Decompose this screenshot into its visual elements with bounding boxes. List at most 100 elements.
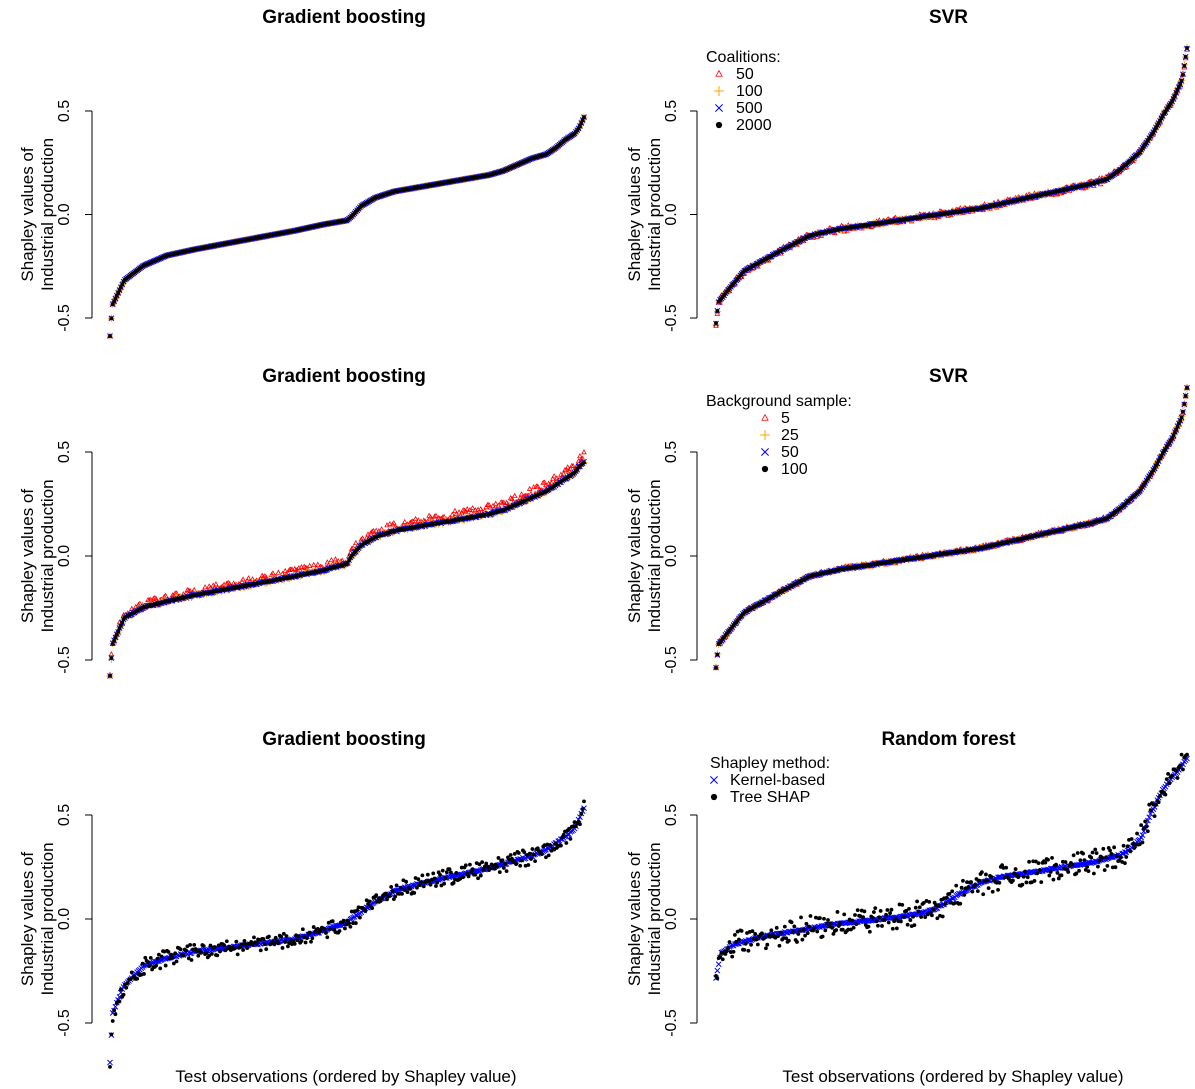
series-50 (107, 458, 587, 679)
data-point (486, 501, 492, 507)
data-point (213, 581, 219, 587)
data-point (1185, 46, 1189, 50)
data-point (564, 464, 571, 470)
data-point (492, 500, 499, 506)
data-point (1178, 81, 1183, 86)
y-tick-label: 0.0 (56, 203, 73, 225)
data-point (245, 575, 252, 581)
legend-marker (715, 121, 723, 129)
data-point (1174, 90, 1179, 95)
data-point (275, 569, 282, 575)
data-point (369, 528, 375, 534)
series-500 (713, 45, 1190, 327)
data-point (582, 115, 586, 120)
data-point (452, 507, 458, 513)
y-axis-label: Shapley values of (625, 147, 644, 281)
y-axis-label: Shapley values of (18, 489, 37, 623)
series-25 (106, 459, 588, 680)
data-point (358, 536, 365, 542)
data-point (391, 519, 397, 526)
data-point (389, 521, 396, 527)
data-point (112, 299, 116, 304)
data-point (150, 595, 157, 601)
data-point (518, 491, 525, 497)
data-point (1171, 96, 1176, 101)
series-100 (106, 113, 588, 340)
data-point (501, 499, 507, 505)
data-point (310, 561, 317, 567)
y-tick-label: -0.5 (663, 304, 680, 332)
data-point (714, 310, 721, 316)
data-point (116, 291, 121, 295)
y-axis-label: Shapley values of (18, 147, 37, 281)
data-point (109, 316, 114, 321)
data-point (477, 505, 484, 512)
legend-title: Coalitions: (706, 49, 781, 66)
data-point (580, 118, 585, 122)
data-point (578, 456, 585, 462)
data-point (551, 473, 557, 479)
data-point (118, 285, 123, 290)
chart-title: Gradient boosting (262, 7, 426, 28)
y-tick-label: -0.5 (663, 646, 680, 674)
data-point (109, 656, 114, 660)
y-axis-label: Shapley values of (625, 489, 644, 623)
data-point (108, 650, 115, 657)
data-point (117, 288, 122, 293)
data-point (541, 479, 548, 485)
data-point (401, 518, 408, 524)
data-point (560, 470, 567, 476)
data-point (433, 512, 439, 518)
series-2000 (108, 115, 586, 338)
data-point (1182, 64, 1187, 68)
data-point (458, 510, 465, 516)
chart-title: SVR (929, 366, 968, 387)
legend-marker (714, 86, 724, 96)
data-point (285, 569, 291, 576)
y-tick-label: -0.5 (56, 646, 73, 674)
data-point (495, 502, 502, 508)
y-axis-label: Industrial production (38, 479, 57, 632)
data-point (1177, 84, 1181, 89)
data-point (410, 518, 416, 524)
y-tick-label: 0.0 (56, 545, 73, 567)
data-point (282, 567, 289, 574)
series-100 (712, 44, 1191, 328)
data-point (328, 556, 335, 563)
data-point (108, 334, 112, 338)
legend-entry: 100 (736, 83, 763, 100)
data-point (108, 673, 112, 678)
data-point (1181, 72, 1185, 77)
y-tick-label: 0.5 (56, 100, 73, 122)
data-point (582, 460, 586, 465)
legend-marker (715, 69, 723, 77)
data-point (578, 124, 582, 128)
y-tick-label: -0.5 (56, 304, 73, 332)
data-point (534, 483, 541, 489)
legend-marker (715, 104, 723, 112)
data-point (511, 492, 518, 498)
data-point (715, 309, 720, 313)
data-point (306, 562, 313, 568)
data-point (353, 539, 359, 546)
data-point (314, 561, 321, 567)
data-point (110, 302, 115, 307)
panel-gradient-boosting-coalitions: Gradient boosting -0.5 0.0 0.5 Shapley value… (18, 7, 588, 340)
data-point (263, 574, 270, 580)
series-2000 (714, 46, 1189, 325)
y-axis-label: Industrial production (645, 479, 664, 632)
data-point (113, 296, 118, 301)
data-point (526, 485, 533, 491)
series-500 (107, 114, 587, 339)
y-tick-label: 0.5 (663, 100, 680, 122)
data-point (114, 293, 119, 298)
legend-entry: 50 (736, 66, 754, 83)
data-point (577, 453, 583, 459)
legend-entry: 2000 (736, 117, 772, 134)
data-point (581, 449, 587, 455)
data-point (456, 509, 462, 515)
